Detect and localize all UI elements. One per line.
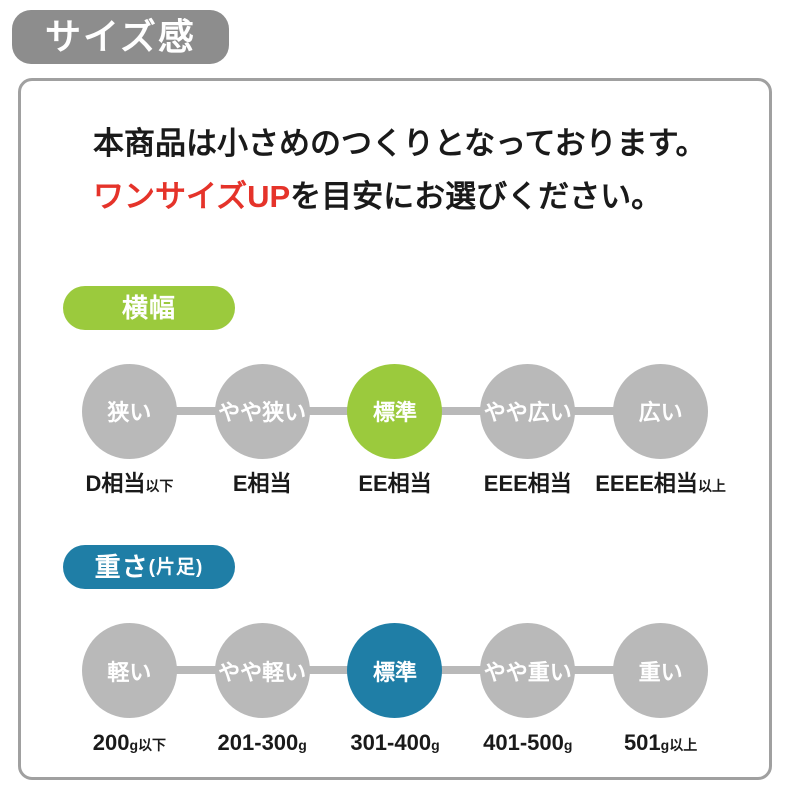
weight-step-light: 軽い 200g以下 (63, 623, 196, 756)
intro-line-2: ワンサイズUPを目安にお選びください。 (93, 170, 727, 223)
width-step-slightly-wide: やや広い EEE相当 (461, 363, 594, 497)
weight-circle-standard-active: 標準 (347, 623, 443, 719)
width-step-wide: 広い EEEE相当以上 (594, 363, 727, 497)
width-step-narrow: 狭い D相当以下 (63, 363, 196, 497)
width-scale: 狭い D相当以下 やや狭い E相当 標準 EE相当 やや広い EEE相当 広い … (63, 363, 727, 497)
weight-pill-label: 重さ (94, 552, 149, 583)
width-grade-label: 標準 (372, 400, 417, 426)
weight-grade-label: 標準 (372, 659, 417, 685)
weight-step-slightly-heavy: やや重い 401-500g (461, 623, 594, 756)
weight-value-slightly-light: 201-300g (217, 730, 307, 756)
weight-value-standard: 301-400g (350, 730, 440, 756)
width-circle-slightly-wide: やや広い (480, 363, 576, 459)
width-grade-label: やや狭い (218, 400, 307, 426)
intro-line-1: 本商品は小さめのつくりとなっております。 (93, 126, 707, 161)
weight-circle-slightly-heavy: やや重い (480, 623, 576, 719)
width-grade-label: 狭い (107, 400, 152, 426)
weight-circle-heavy: 重い (613, 623, 709, 719)
width-value-wide: EEEE相当以上 (595, 470, 726, 496)
weight-grade-label: やや重い (483, 659, 572, 685)
width-grade-label: 広い (638, 400, 683, 426)
one-size-up-highlight: ワンサイズUP (93, 179, 291, 215)
weight-scale: 軽い 200g以下 やや軽い 201-300g 標準 301-400g やや重い… (63, 623, 727, 756)
size-info-panel: 本商品は小さめのつくりとなっております。 ワンサイズUPを目安にお選びください。… (18, 78, 772, 780)
weight-circle-slightly-light: やや軽い (214, 623, 310, 719)
weight-grade-label: やや軽い (218, 659, 307, 685)
size-feel-title-badge: サイズ感 (12, 10, 229, 64)
intro-text: 本商品は小さめのつくりとなっております。 ワンサイズUPを目安にお選びください。 (63, 117, 727, 224)
width-circle-slightly-narrow: やや狭い (214, 363, 310, 459)
weight-grade-label: 軽い (107, 659, 152, 685)
weight-step-standard: 標準 301-400g (329, 623, 462, 756)
weight-value-heavy: 501g以上 (623, 730, 698, 756)
weight-section-pill: 重さ (片足) (63, 545, 235, 590)
width-circle-narrow: 狭い (81, 363, 177, 459)
width-circle-wide: 広い (613, 363, 709, 459)
width-value-slightly-wide: EEE相当 (483, 470, 572, 496)
weight-step-heavy: 重い 501g以上 (594, 623, 727, 756)
width-pill-label: 横幅 (121, 292, 176, 323)
weight-pill-sub: (片足) (148, 556, 204, 578)
weight-grade-label: 重い (638, 659, 683, 685)
width-value-standard: EE相当 (358, 470, 432, 496)
weight-step-slightly-light: やや軽い 201-300g (196, 623, 329, 756)
width-step-slightly-narrow: やや狭い E相当 (196, 363, 329, 497)
weight-circle-light: 軽い (81, 623, 177, 719)
size-feel-title-label: サイズ感 (45, 16, 196, 57)
weight-value-slightly-heavy: 401-500g (483, 730, 573, 756)
width-value-slightly-narrow: E相当 (232, 470, 292, 496)
width-grade-label: やや広い (483, 400, 572, 426)
width-value-narrow: D相当以下 (85, 470, 174, 496)
width-step-standard: 標準 EE相当 (329, 363, 462, 497)
weight-value-light: 200g以下 (92, 730, 167, 756)
width-section-pill: 横幅 (63, 285, 235, 330)
intro-line-2-rest: を目安にお選びください。 (290, 179, 663, 215)
width-circle-standard-active: 標準 (347, 363, 443, 459)
